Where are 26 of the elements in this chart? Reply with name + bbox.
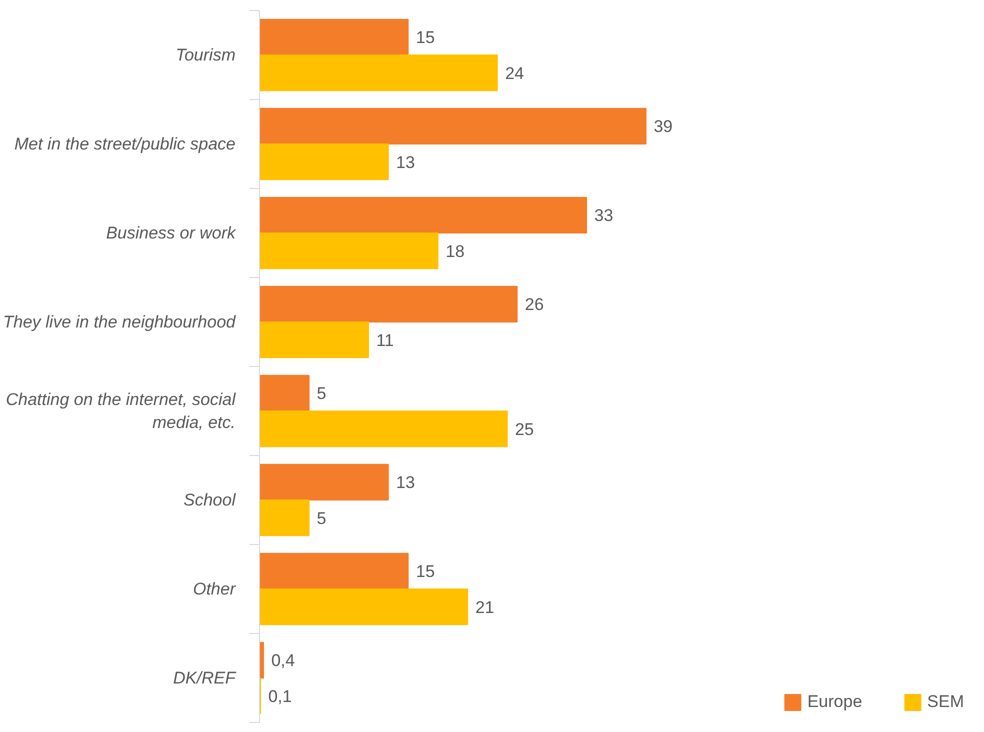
y-tick-label: They live in the neighbourhood bbox=[3, 312, 236, 332]
y-tick-label: Other bbox=[192, 580, 237, 598]
data-label: 13 bbox=[396, 473, 415, 492]
y-tick-label: Tourism bbox=[176, 46, 236, 64]
data-label: 11 bbox=[376, 330, 394, 350]
data-label: 0,4 bbox=[271, 651, 295, 670]
y-tick-label: Chatting on the internet, social media, etc. bbox=[6, 390, 237, 432]
y-tick-label: Business or work bbox=[106, 224, 237, 242]
legend-label: SEM bbox=[927, 692, 964, 712]
data-label: 15 bbox=[416, 28, 435, 48]
data-label: 15 bbox=[416, 562, 435, 582]
data-label: 25 bbox=[514, 420, 534, 439]
data-label: 0,1 bbox=[268, 686, 292, 706]
data-label: 5 bbox=[316, 508, 326, 528]
data-label: 26 bbox=[524, 295, 544, 314]
data-label: 13 bbox=[396, 152, 415, 172]
data-label: 21 bbox=[475, 598, 494, 617]
y-tick-label: School bbox=[184, 490, 237, 510]
y-tick-label: Met in the street/public space bbox=[14, 134, 236, 154]
data-label: 33 bbox=[594, 206, 614, 226]
y-tick-label: DK/REF bbox=[173, 668, 238, 688]
data-label: 18 bbox=[446, 242, 465, 261]
data-label: 24 bbox=[505, 64, 524, 83]
legend-label: Europe bbox=[807, 692, 862, 712]
data-label: 39 bbox=[654, 117, 673, 136]
data-label: 5 bbox=[316, 384, 326, 404]
